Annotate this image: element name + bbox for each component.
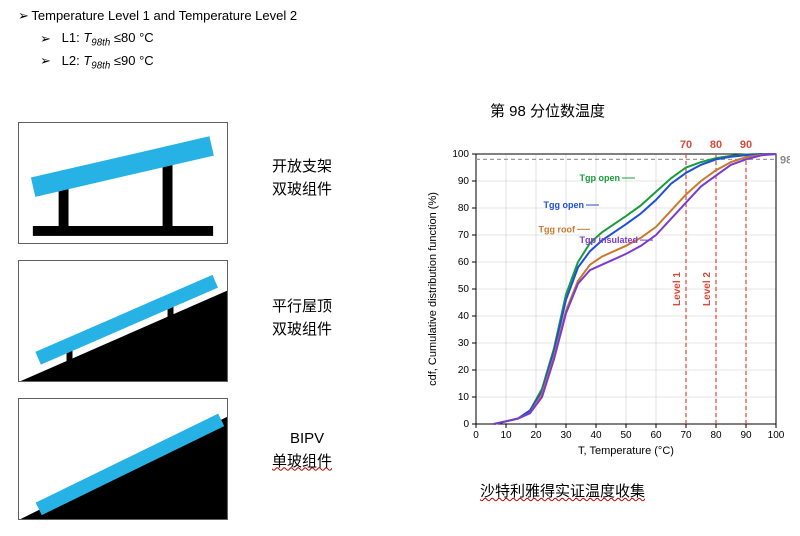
label-d1a: 开放支架 xyxy=(272,156,332,179)
svg-text:T, Temperature (°C): T, Temperature (°C) xyxy=(578,445,674,457)
l1-prefix: L1: xyxy=(62,30,84,45)
svg-text:30: 30 xyxy=(458,338,470,349)
diagram-open-rack xyxy=(18,122,228,244)
label-d2: 平行屋顶 双玻组件 xyxy=(272,296,332,341)
header-block: ➢ Temperature Level 1 and Temperature Le… xyxy=(0,0,800,79)
svg-text:80: 80 xyxy=(710,430,722,441)
svg-text:Tgp insulated: Tgp insulated xyxy=(580,235,639,245)
svg-text:10: 10 xyxy=(500,430,512,441)
cdf-chart: 0 10 20 30 40 50 60 70 80 90 100 0 10 20 30 40 50 60 70 80 9… xyxy=(420,124,790,474)
svg-text:98: 98 xyxy=(780,154,790,166)
svg-text:40: 40 xyxy=(458,311,470,322)
svg-text:100: 100 xyxy=(768,430,785,441)
open-rack-svg xyxy=(19,123,227,244)
label-d3b: 单玻组件 xyxy=(272,451,332,474)
svg-text:20: 20 xyxy=(458,365,470,376)
svg-text:Tgg roof: Tgg roof xyxy=(539,224,576,234)
label-d3: BIPV 单玻组件 xyxy=(272,428,332,473)
svg-text:0: 0 xyxy=(473,430,479,441)
roof-parallel-svg xyxy=(19,261,227,382)
diagram-roof-parallel xyxy=(18,260,228,382)
svg-text:70: 70 xyxy=(680,139,692,151)
diagram-bipv xyxy=(18,398,228,520)
svg-text:90: 90 xyxy=(740,430,752,441)
label-d2a: 平行屋顶 xyxy=(272,296,332,319)
label-d1b: 双玻组件 xyxy=(272,179,332,202)
svg-text:70: 70 xyxy=(680,430,692,441)
svg-text:20: 20 xyxy=(530,430,542,441)
svg-text:0: 0 xyxy=(463,419,469,430)
svg-text:50: 50 xyxy=(620,430,632,441)
title-text: Temperature Level 1 and Temperature Leve… xyxy=(31,8,297,23)
title-line: ➢ Temperature Level 1 and Temperature Le… xyxy=(18,8,782,24)
svg-text:Level 2: Level 2 xyxy=(702,272,713,306)
label-d3a: BIPV xyxy=(272,428,332,451)
label-d1: 开放支架 双玻组件 xyxy=(272,156,332,201)
svg-text:60: 60 xyxy=(650,430,662,441)
chart-title: 第 98 分位数温度 xyxy=(490,100,605,121)
svg-text:100: 100 xyxy=(452,149,469,160)
l2-sub: 98th xyxy=(91,60,110,71)
l2-prefix: L2: xyxy=(62,53,84,68)
svg-text:90: 90 xyxy=(458,176,470,187)
svg-text:70: 70 xyxy=(458,230,470,241)
label-d2b: 双玻组件 xyxy=(272,319,332,342)
bullet-arrow-icon: ➢ xyxy=(40,31,58,47)
bipv-svg xyxy=(19,399,227,520)
svg-text:Level 1: Level 1 xyxy=(672,272,683,306)
l2-line: ➢ L2: T98th ≤90 °C xyxy=(40,53,782,72)
bullet-arrow-icon: ➢ xyxy=(40,53,58,69)
svg-text:50: 50 xyxy=(458,284,470,295)
l1-sub: 98th xyxy=(91,38,110,49)
svg-text:80: 80 xyxy=(458,203,470,214)
cdf-chart-svg: 0 10 20 30 40 50 60 70 80 90 100 0 10 20 30 40 50 60 70 80 9… xyxy=(420,124,790,474)
svg-text:40: 40 xyxy=(590,430,602,441)
svg-text:cdf, Cumulative distribution f: cdf, Cumulative distribution function (%… xyxy=(427,192,439,386)
svg-text:Tgg open: Tgg open xyxy=(544,200,585,210)
svg-text:90: 90 xyxy=(740,139,752,151)
diagram-column xyxy=(18,122,228,536)
l1-rest: ≤80 °C xyxy=(110,30,153,45)
chart-caption: 沙特利雅得实证温度收集 xyxy=(480,480,645,501)
svg-text:60: 60 xyxy=(458,257,470,268)
l2-rest: ≤90 °C xyxy=(110,53,153,68)
bullet-arrow-icon: ➢ xyxy=(18,8,28,24)
svg-text:80: 80 xyxy=(710,139,722,151)
svg-text:Tgp open: Tgp open xyxy=(580,173,621,183)
l1-line: ➢ L1: T98th ≤80 °C xyxy=(40,30,782,49)
svg-text:30: 30 xyxy=(560,430,572,441)
svg-text:10: 10 xyxy=(458,392,470,403)
